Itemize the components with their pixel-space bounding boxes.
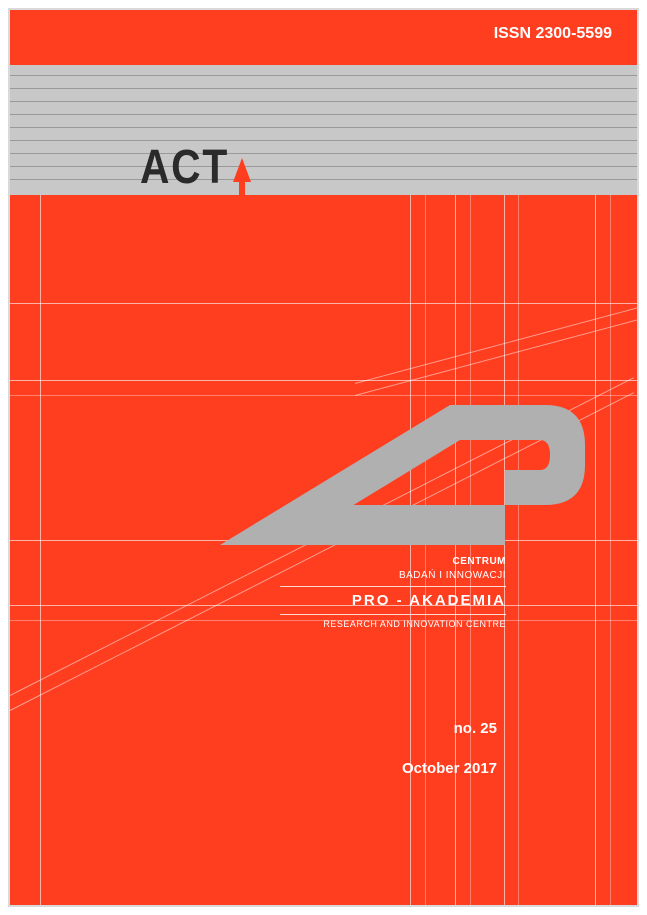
diagonal-line <box>355 300 647 384</box>
issue-number: no. 25 <box>454 720 497 737</box>
organization-block: CENTRUM BADAŃ I INNOWACJI PRO - AKADEMIA… <box>280 555 506 631</box>
org-line3: RESEARCH AND INNOVATION CENTRE <box>280 618 506 631</box>
org-line1: CENTRUM <box>280 555 506 569</box>
ap-logo-svg <box>210 395 590 550</box>
diagonal-line <box>355 312 647 396</box>
arrow-head <box>233 158 251 182</box>
banner-stripe <box>10 114 637 115</box>
grid-vertical <box>40 195 41 905</box>
journal-cover: ACT NNOVATIONS ISSN 2300-5599 <box>0 0 647 915</box>
grid-vertical <box>610 195 611 905</box>
issue-date: October 2017 <box>402 760 497 777</box>
banner-stripe <box>10 88 637 89</box>
ap-logo <box>210 395 590 550</box>
grid-horizontal <box>10 303 637 304</box>
org-divider <box>280 614 506 615</box>
grid-vertical <box>595 195 596 905</box>
ap-logo-path <box>220 405 585 545</box>
grid-horizontal <box>10 380 637 381</box>
banner-stripe <box>10 75 637 76</box>
banner-stripe <box>10 127 637 128</box>
org-divider <box>280 586 506 587</box>
org-name: PRO - AKADEMIA <box>280 590 506 611</box>
org-line2: BADAŃ I INNOWACJI <box>280 569 506 583</box>
title-banner: ACT NNOVATIONS <box>10 65 637 195</box>
title-acta: ACT <box>140 140 229 195</box>
banner-stripe <box>10 101 637 102</box>
issn-label: ISSN 2300-5599 <box>494 25 612 43</box>
